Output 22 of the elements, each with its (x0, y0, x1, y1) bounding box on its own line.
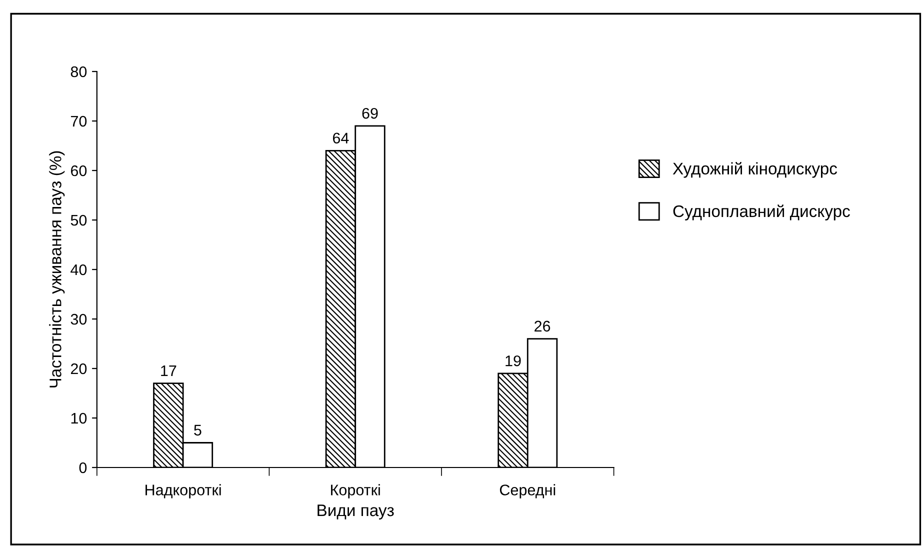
y-tick-label: 20 (70, 363, 87, 374)
y-tick-label: 70 (70, 116, 87, 127)
y-tick-label: 40 (70, 264, 87, 276)
y-tick-label: 80 (70, 66, 87, 78)
legend-label: Художній кінодискурс (672, 162, 838, 178)
legend-label: Судноплавний дискурс (673, 204, 850, 220)
x-tick-label: Середні (500, 484, 556, 498)
y-axis-title: Частотність уживання пауз (%) (49, 151, 65, 388)
x-axis-title: Види пауз (318, 504, 394, 520)
y-tick-label: 30 (70, 314, 87, 325)
data-label: 64 (332, 132, 349, 144)
y-tick-label: 0 (79, 462, 87, 474)
x-tick-label: Надкороткі (146, 484, 221, 498)
data-label: 26 (534, 320, 550, 332)
y-tick-label: 10 (71, 412, 87, 424)
x-tick-label: Короткі (331, 484, 380, 498)
data-label: 69 (362, 108, 378, 119)
y-tick-label: 60 (70, 165, 87, 176)
data-label: 17 (161, 366, 176, 376)
y-tick-label: 50 (70, 214, 87, 226)
data-label: 19 (506, 355, 521, 366)
data-label: 5 (194, 424, 202, 436)
